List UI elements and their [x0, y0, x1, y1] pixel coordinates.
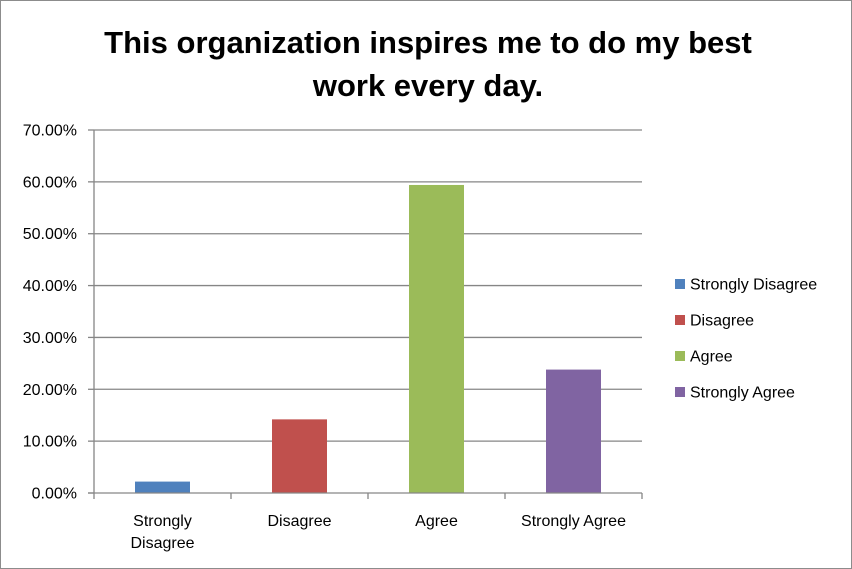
bars [135, 184, 601, 493]
y-tick-label: 10.00% [23, 434, 77, 451]
bar-disagree [272, 419, 327, 493]
bar-strongly-disagree [135, 481, 190, 493]
y-tick-label: 50.00% [23, 226, 77, 243]
legend-label: Strongly Agree [690, 385, 795, 402]
chart-title: This organization inspires me to do my b… [104, 25, 752, 103]
legend: Strongly Disagree Disagree Agree Strongly A… [675, 277, 817, 402]
legend-label: Strongly Disagree [690, 277, 817, 294]
y-tick-label: 60.00% [23, 174, 77, 191]
y-axis-tick-labels: 0.00% 10.00% 20.00% 30.00% 40.00% 50.00% 60.00… [23, 123, 77, 503]
x-tick-label: Strongly Agree [521, 513, 626, 530]
x-axis-tick-labels: Strongly Disagree Disagree Agree Strongly Ag… [130, 513, 626, 552]
legend-swatch [675, 387, 685, 397]
chart-title-line: work every day. [312, 68, 543, 103]
axes [88, 129, 643, 499]
bar-agree [409, 184, 464, 493]
legend-swatch [675, 279, 685, 289]
y-tick-label: 70.00% [23, 123, 77, 140]
bar-strongly-agree [546, 369, 601, 493]
gridlines [94, 129, 642, 442]
legend-swatch [675, 351, 685, 361]
y-tick-label: 40.00% [23, 278, 77, 295]
x-tick-label: Disagree [267, 513, 331, 530]
legend-label: Agree [690, 349, 733, 366]
chart-title-line: This organization inspires me to do my b… [104, 25, 752, 60]
x-tick-label: Strongly Disagree [130, 513, 194, 552]
x-tick-label: Agree [415, 513, 458, 530]
y-tick-label: 20.00% [23, 382, 77, 399]
legend-swatch [675, 315, 685, 325]
legend-label: Disagree [690, 313, 754, 330]
y-tick-label: 0.00% [32, 486, 77, 503]
y-tick-label: 30.00% [23, 330, 77, 347]
